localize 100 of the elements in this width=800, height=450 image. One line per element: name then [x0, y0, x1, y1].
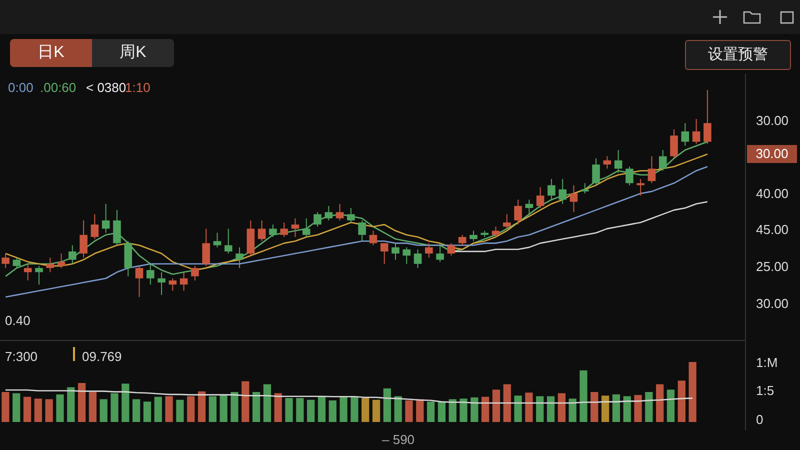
text: 周K — [92, 39, 174, 67]
bar — [492, 390, 500, 422]
candlestick — [46, 257, 54, 273]
bar — [503, 384, 511, 422]
candlestick — [503, 214, 511, 230]
text: 45.00 — [756, 222, 789, 238]
candlestick — [558, 178, 566, 204]
candlestick — [57, 253, 66, 269]
bar — [362, 398, 370, 422]
bar — [612, 394, 620, 422]
candlestick — [113, 210, 121, 246]
bar — [568, 398, 576, 422]
bar — [634, 395, 642, 422]
bar — [438, 402, 446, 422]
text: 30.00 — [747, 145, 797, 163]
bar — [340, 396, 348, 422]
candlestick — [636, 178, 644, 196]
candlestick — [603, 156, 612, 170]
candlestick — [12, 257, 21, 269]
bar — [558, 393, 566, 422]
bar — [536, 396, 544, 422]
bar — [67, 387, 75, 422]
bar — [252, 392, 260, 422]
text: 25.00 — [756, 259, 789, 275]
candlestick — [369, 230, 378, 246]
bar — [187, 396, 195, 422]
candlestick — [458, 234, 466, 246]
candlestick — [202, 228, 210, 266]
bar — [220, 394, 228, 422]
bar — [110, 393, 118, 422]
annotation: 0:00 — [8, 80, 34, 96]
annotation: 1:10 — [125, 80, 150, 96]
candlestick — [347, 207, 355, 223]
candlestick — [102, 203, 110, 234]
candlestick — [425, 242, 433, 258]
bar — [154, 396, 162, 422]
bar — [372, 400, 380, 422]
text: 设置预警 — [685, 40, 791, 70]
candlestick — [146, 263, 154, 286]
bar — [2, 392, 10, 422]
candlestick — [68, 244, 76, 264]
bar — [688, 362, 696, 422]
candlestick — [570, 184, 578, 213]
candlestick — [592, 158, 600, 186]
candlestick — [626, 166, 634, 186]
text: 0 — [756, 412, 764, 428]
annotation: < 0380 — [86, 80, 126, 96]
candlestick — [704, 90, 712, 144]
bar — [132, 399, 140, 422]
candlestick — [670, 128, 678, 159]
bar — [656, 384, 664, 422]
candlestick — [258, 220, 266, 242]
candlestick — [2, 253, 10, 269]
candlestick — [224, 228, 232, 254]
text: 40.00 — [756, 186, 789, 202]
bar — [580, 370, 588, 422]
bar — [482, 396, 490, 422]
candlestick — [168, 278, 177, 292]
candlestick — [336, 203, 344, 221]
bar — [122, 384, 130, 422]
bar — [394, 396, 402, 422]
bar — [12, 393, 20, 422]
candlestick — [35, 265, 43, 286]
bar — [470, 397, 478, 422]
candlestick — [536, 186, 544, 208]
candlestick — [280, 222, 288, 238]
bar — [590, 392, 598, 422]
candlestick — [158, 272, 166, 296]
bar — [405, 400, 413, 422]
candlestick — [24, 263, 32, 281]
candlestick — [614, 150, 622, 174]
candlestick — [692, 118, 700, 144]
bar — [448, 399, 456, 422]
bar — [296, 398, 304, 422]
bar — [23, 396, 32, 422]
candlestick — [380, 242, 388, 264]
bar — [176, 400, 184, 422]
text: 30.00 — [756, 296, 789, 312]
bar — [263, 384, 272, 422]
text: 1:5 — [756, 383, 774, 399]
candlestick — [414, 248, 422, 269]
candlestick — [525, 199, 534, 215]
bar — [143, 402, 152, 422]
candlestick — [80, 220, 88, 258]
candlestick — [658, 150, 667, 172]
bar — [460, 398, 468, 422]
bar — [242, 381, 250, 422]
bar — [416, 399, 424, 422]
bar — [34, 398, 42, 422]
candlestick — [681, 122, 690, 146]
bar — [318, 396, 326, 422]
candlestick — [213, 232, 222, 248]
candlestick — [135, 265, 144, 298]
candlestick — [648, 156, 656, 184]
bar — [426, 402, 435, 422]
candlestick — [180, 272, 188, 292]
candlestick — [302, 218, 310, 238]
candlestick — [470, 230, 478, 242]
candlestick — [447, 242, 456, 256]
bar — [45, 399, 53, 422]
